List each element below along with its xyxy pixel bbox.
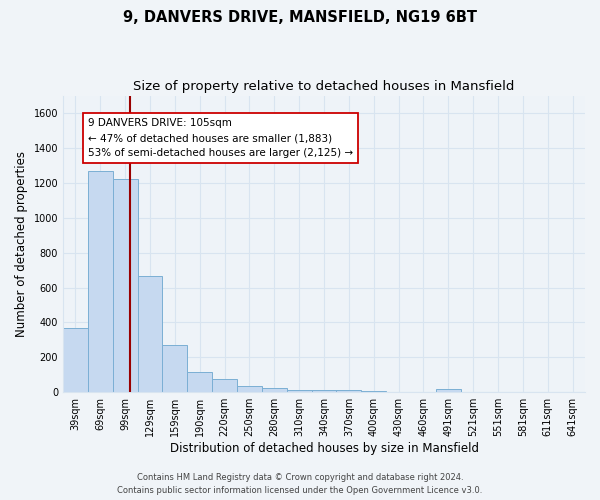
Bar [187, 372, 212, 392]
Y-axis label: Number of detached properties: Number of detached properties [15, 151, 28, 337]
Bar [63, 328, 88, 392]
Bar [137, 276, 163, 392]
Bar [212, 379, 237, 392]
Bar [237, 386, 262, 392]
Bar [287, 390, 311, 392]
Title: Size of property relative to detached houses in Mansfield: Size of property relative to detached ho… [133, 80, 515, 93]
Bar [311, 390, 337, 392]
Text: Contains HM Land Registry data © Crown copyright and database right 2024.
Contai: Contains HM Land Registry data © Crown c… [118, 474, 482, 495]
Text: 9, DANVERS DRIVE, MANSFIELD, NG19 6BT: 9, DANVERS DRIVE, MANSFIELD, NG19 6BT [123, 10, 477, 25]
Bar [88, 170, 113, 392]
Bar [113, 180, 137, 392]
Bar [163, 345, 187, 392]
X-axis label: Distribution of detached houses by size in Mansfield: Distribution of detached houses by size … [170, 442, 479, 455]
Bar [262, 388, 287, 392]
Text: 9 DANVERS DRIVE: 105sqm
← 47% of detached houses are smaller (1,883)
53% of semi: 9 DANVERS DRIVE: 105sqm ← 47% of detache… [88, 118, 353, 158]
Bar [436, 389, 461, 392]
Bar [337, 390, 361, 392]
